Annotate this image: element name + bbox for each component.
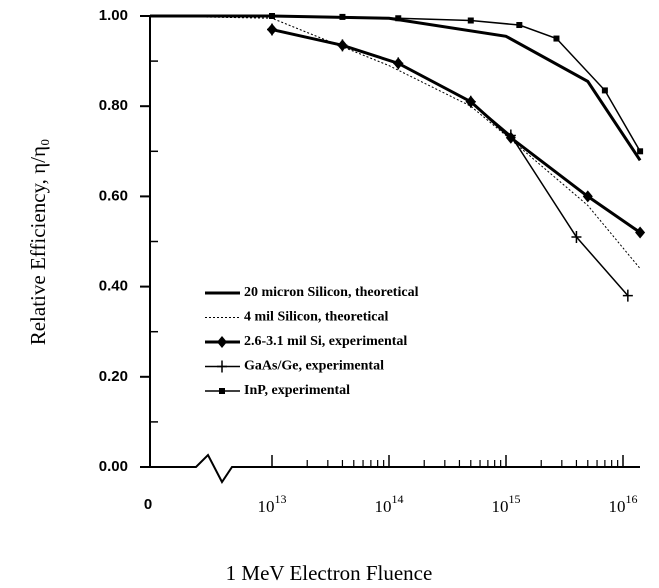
diamond-marker: [582, 190, 593, 203]
x-tick-base: 10: [375, 497, 392, 516]
plus-marker: [465, 95, 476, 108]
legend-label: GaAs/Ge, experimental: [244, 359, 384, 374]
x-tick-exponent: 14: [392, 492, 404, 506]
y-tick-label: 0.20: [99, 368, 128, 385]
y-tick-label: 0.40: [99, 278, 128, 295]
x-tick-exponent: 15: [509, 492, 521, 506]
series-line: [271, 28, 641, 234]
legend-label: 2.6-3.1 mil Si, experimental: [244, 334, 407, 349]
square-marker: [601, 87, 608, 94]
x-tick-label: 1016: [609, 492, 638, 516]
x-tick-label: 1015: [492, 492, 521, 516]
square-marker: [467, 17, 474, 24]
square-marker: [395, 15, 402, 22]
legend-marker: [219, 388, 225, 394]
plus-marker: [337, 39, 348, 52]
series-line: [271, 15, 641, 152]
legend-label: 20 micron Silicon, theoretical: [244, 285, 419, 300]
y-axis-label: Relative Efficiency, η/η₀: [26, 139, 50, 346]
x-tick-label: 0: [144, 496, 152, 513]
square-marker: [637, 148, 644, 155]
plus-marker: [393, 57, 404, 70]
x-tick-exponent: 13: [275, 492, 287, 506]
x-axis-label: 1 MeV Electron Fluence: [226, 561, 433, 585]
legend-marker: [217, 360, 227, 373]
x-tick-label: 1013: [258, 492, 287, 516]
plus-marker: [505, 129, 516, 142]
diamond-marker: [635, 226, 646, 239]
x-tick-base: 10: [492, 497, 509, 516]
x-tick-exponent: 16: [626, 492, 638, 506]
plus-marker: [267, 23, 277, 36]
series-line: [271, 28, 629, 297]
legend-label: InP, experimental: [244, 383, 350, 398]
plus-marker: [571, 230, 582, 243]
y-tick-label: 0.60: [99, 187, 128, 204]
series-line: [150, 14, 642, 162]
x-tick-base: 10: [609, 497, 626, 516]
square-marker: [339, 13, 346, 20]
square-marker: [516, 22, 523, 29]
square-marker: [553, 35, 560, 42]
plus-marker: [622, 289, 633, 302]
legend-label: 4 mil Silicon, theoretical: [244, 310, 388, 325]
y-tick-label: 1.00: [99, 7, 128, 24]
x-axis-break: [150, 453, 640, 484]
y-tick-label: 0.80: [99, 97, 128, 114]
square-marker: [269, 13, 275, 19]
x-tick-base: 10: [258, 497, 275, 516]
legend-marker: [217, 336, 227, 348]
x-tick-label: 1014: [375, 492, 404, 516]
series-line: [149, 15, 641, 269]
y-tick-label: 0.00: [99, 458, 128, 475]
